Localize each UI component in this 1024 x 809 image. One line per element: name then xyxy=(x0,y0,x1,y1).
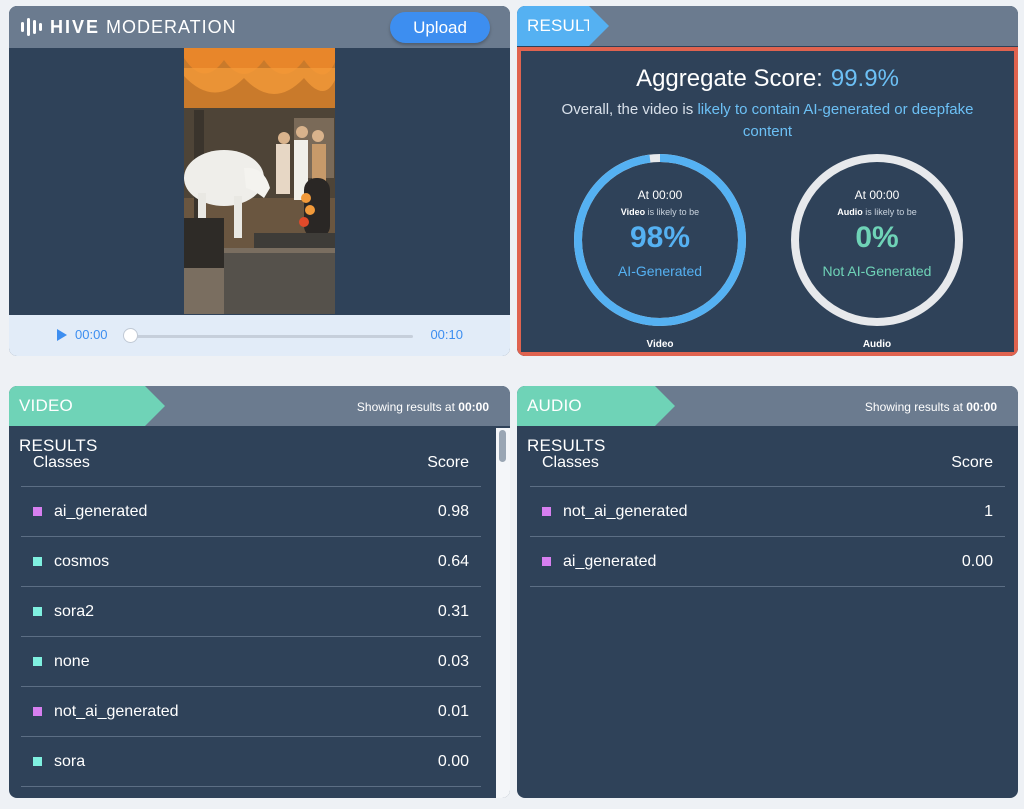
class-color-swatch xyxy=(33,507,42,516)
class-name: sora xyxy=(54,752,86,770)
overall-summary: Overall, the video is likely to contain … xyxy=(541,99,994,143)
audio-showing-text: Showing results at 00:00 xyxy=(864,400,997,414)
result-header: RESULT xyxy=(517,6,1018,46)
class-color-swatch xyxy=(33,707,42,716)
audio-results-tab: AUDIO RESULTS xyxy=(517,386,675,455)
class-color-swatch xyxy=(33,657,42,666)
class-score: 0.98 xyxy=(437,502,469,520)
audio-results-table: Classes Score not_ai_generated 1 ai_genera… xyxy=(530,439,1005,587)
audio-results-header: AUDIO RESULTS Showing results at 00:00 xyxy=(517,386,1018,455)
class-color-swatch xyxy=(33,757,42,766)
class-score: 0.00 xyxy=(961,552,993,570)
video-results-scrollbar[interactable] xyxy=(499,430,506,462)
video-gauge-subtitle: Video is likely to be xyxy=(620,207,700,217)
audio-gauge-name: Audio xyxy=(862,339,892,350)
total-time: 00:10 xyxy=(430,327,463,342)
audio-gauge-subtitle: Audio is likely to be xyxy=(837,207,917,217)
aggregate-score: Aggregate Score: 99.9% xyxy=(521,65,1014,93)
result-panel: RESULT Aggregate Score: 99.9% Overall, th… xyxy=(517,6,1018,356)
class-name: sora2 xyxy=(54,602,95,620)
video-gauge-time: At 00:00 xyxy=(637,188,683,202)
video-results-scroll-track[interactable] xyxy=(496,428,510,798)
classes-column-header: Classes xyxy=(33,453,90,471)
video-player-panel: HIVE MODERATION Upload 00: xyxy=(9,6,510,356)
logo-product: MODERATION xyxy=(106,16,237,37)
class-score: 0.00 xyxy=(437,752,469,770)
table-row: ai_generated 0.00 xyxy=(530,537,1005,587)
video-gauge-percent: 98% xyxy=(629,221,691,254)
score-column-header: Score xyxy=(951,453,993,471)
video-results-panel: VIDEO RESULTS Showing results at 00:00 C… xyxy=(9,386,510,798)
class-score: 0.31 xyxy=(437,602,469,620)
aggregate-label: Aggregate Score: xyxy=(636,65,823,92)
classes-column-header: Classes xyxy=(542,453,599,471)
class-name: cosmos xyxy=(54,552,110,570)
table-header: Classes Score xyxy=(21,439,481,487)
play-icon[interactable] xyxy=(57,329,67,341)
aggregate-value: 99.9% xyxy=(830,65,899,92)
audio-gauge-time: At 00:00 xyxy=(854,188,900,202)
result-tab: RESULT xyxy=(517,6,609,46)
table-row: sora 0.00 xyxy=(21,737,481,787)
audio-gauge-label: Not AI-Generated xyxy=(822,263,932,279)
overall-highlight: likely to contain AI-generated or deepfa… xyxy=(697,101,974,140)
class-color-swatch xyxy=(542,507,551,516)
video-showing-text: Showing results at 00:00 xyxy=(356,400,489,414)
table-row: cosmos 0.64 xyxy=(21,537,481,587)
video-results-tab: VIDEO RESULTS xyxy=(9,386,165,455)
audio-score-gauge: At 00:00 Audio is likely to be 0% Not AI… xyxy=(789,152,965,328)
video-results-table: Classes Score ai_generated 0.98 cosmos 0.64… xyxy=(21,439,481,787)
video-results-header: VIDEO RESULTS Showing results at 00:00 xyxy=(9,386,510,455)
hive-logo: HIVE MODERATION xyxy=(21,16,237,38)
class-name: ai_generated xyxy=(54,502,148,520)
class-score: 0.03 xyxy=(437,652,469,670)
player-header: HIVE MODERATION Upload xyxy=(9,6,510,48)
table-row: sora2 0.31 xyxy=(21,587,481,637)
video-gauge-ring xyxy=(574,154,746,326)
logo-brand: HIVE xyxy=(50,16,101,37)
table-row: not_ai_generated 0.01 xyxy=(21,687,481,737)
class-name: none xyxy=(54,652,90,670)
class-color-swatch xyxy=(542,557,551,566)
class-name: not_ai_generated xyxy=(54,702,179,720)
seek-handle[interactable] xyxy=(123,328,138,343)
class-color-swatch xyxy=(33,607,42,616)
video-score-gauge: At 00:00 Video is likely to be 98% AI-Ge… xyxy=(572,152,748,328)
table-row: not_ai_generated 1 xyxy=(530,487,1005,537)
result-summary-box: Aggregate Score: 99.9% Overall, the video… xyxy=(517,47,1018,356)
score-column-header: Score xyxy=(427,453,469,471)
table-row: ai_generated 0.98 xyxy=(21,487,481,537)
audio-results-panel: AUDIO RESULTS Showing results at 00:00 C… xyxy=(517,386,1018,798)
table-header: Classes Score xyxy=(530,439,1005,487)
overall-prefix: Overall, the video is xyxy=(561,101,694,118)
class-score: 0.64 xyxy=(437,552,469,570)
seek-bar[interactable] xyxy=(127,335,413,338)
class-color-swatch xyxy=(33,557,42,566)
upload-button[interactable]: Upload xyxy=(390,12,490,43)
audio-gauge-ring xyxy=(791,154,963,326)
class-name: not_ai_generated xyxy=(563,502,688,520)
audio-gauge-percent: 0% xyxy=(855,221,899,254)
video-gauge-name: Video xyxy=(646,339,674,350)
current-time: 00:00 xyxy=(75,327,108,342)
table-row: none 0.03 xyxy=(21,637,481,687)
class-score: 1 xyxy=(984,502,993,520)
player-controls: 00:00 00:10 xyxy=(9,315,510,356)
video-thumbnail xyxy=(184,48,335,314)
class-name: ai_generated xyxy=(563,552,657,570)
video-gauge-label: AI-Generated xyxy=(617,263,703,279)
video-frame[interactable] xyxy=(184,48,335,314)
hive-logo-icon xyxy=(21,18,42,36)
class-score: 0.01 xyxy=(437,702,469,720)
